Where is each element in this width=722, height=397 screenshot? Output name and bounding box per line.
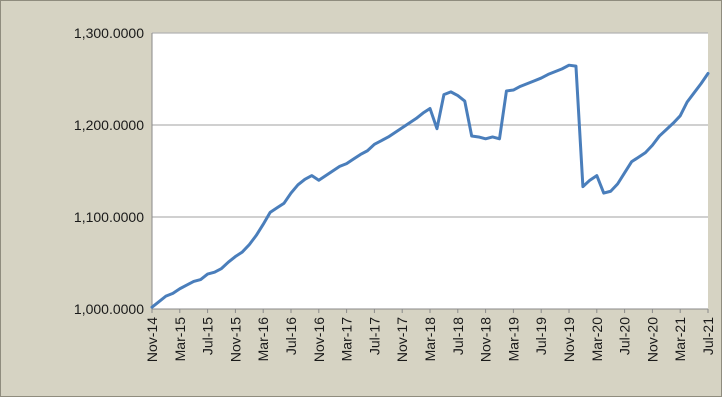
plot-area [152,33,708,309]
x-tick-label: Mar-15 [172,317,188,362]
x-tick-label: Nov-15 [227,317,243,362]
x-tick-label: Nov-16 [311,317,327,362]
y-tick-label: 1,100.0000 [74,209,144,225]
x-tick-label: Mar-18 [422,317,438,362]
x-tick-label: Nov-17 [394,317,410,362]
x-tick-label: Jul-19 [533,317,549,355]
x-tick-label: Jul-18 [450,317,466,355]
x-tick-label: Mar-21 [672,317,688,362]
x-tick-label: Jul-15 [200,317,216,355]
x-tick-label: Mar-17 [339,317,355,362]
y-tick-label: 1,000.0000 [74,301,144,317]
x-axis-tick-labels: Nov-14 Mar-15 Jul-15 Nov-15 Mar-16 Jul-16 Nov-… [144,317,716,362]
grid-lines [152,32,708,218]
x-tick-label: Mar-20 [589,317,605,362]
x-tick-label: Nov-19 [561,317,577,362]
x-tick-label: Nov-18 [478,317,494,362]
x-tick-label: Jul-17 [366,317,382,355]
x-tick-label: Nov-20 [644,317,660,362]
x-tick-label: Mar-16 [255,317,271,362]
series-line [150,63,710,309]
x-tick-label: Jul-20 [617,317,633,355]
x-tick-label: Nov-14 [144,317,160,362]
y-tick-label: 1,200.0000 [74,117,144,133]
axes [151,33,709,313]
x-tick-label: Jul-21 [700,317,716,355]
x-tick-label: Mar-19 [505,317,521,362]
series-lines [150,63,710,309]
y-tick-label: 1,300.0000 [74,25,144,41]
y-axis-tick-labels: 1,000.0000 1,100.0000 1,200.0000 1,300.0000 [74,25,144,317]
x-tick-label: Jul-16 [283,317,299,355]
